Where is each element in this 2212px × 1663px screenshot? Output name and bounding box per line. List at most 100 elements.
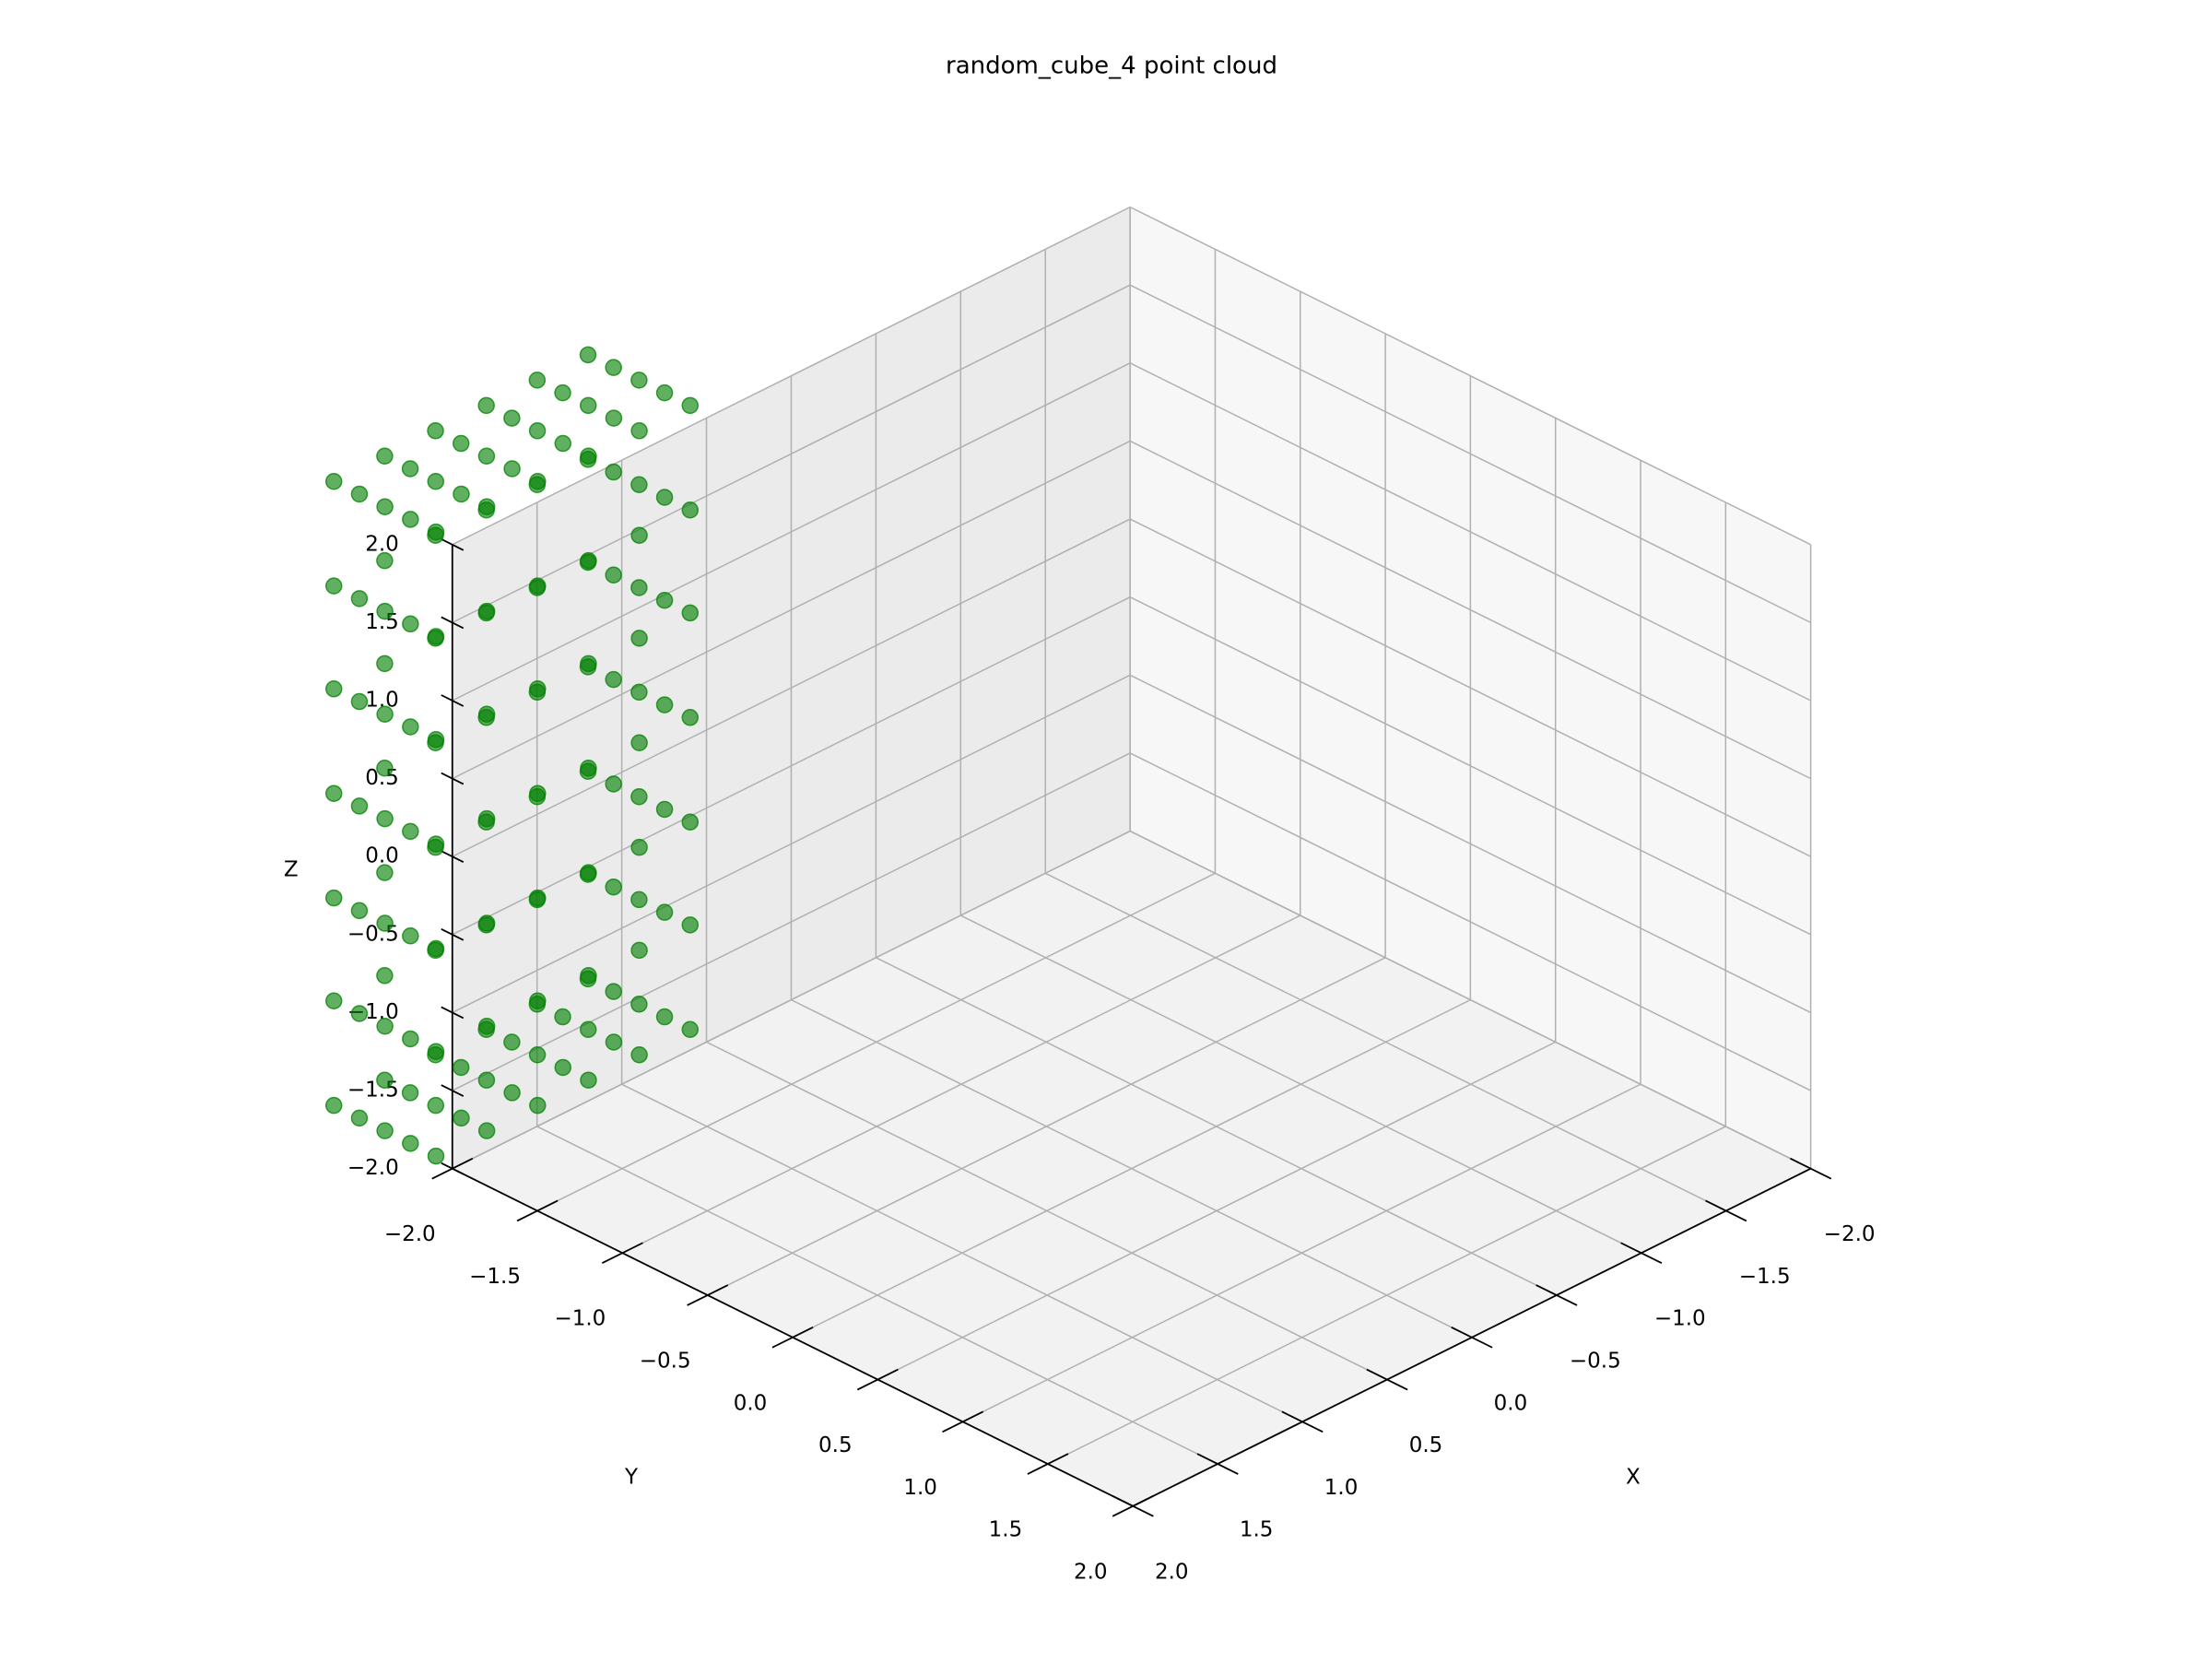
point: [477, 809, 496, 828]
grid-line: [1129, 830, 1811, 1170]
point: [579, 1020, 597, 1039]
grid-line: [536, 872, 1216, 1212]
point: [350, 902, 369, 920]
point: [453, 485, 470, 503]
x-axis-label: X: [1626, 1465, 1641, 1489]
point: [605, 670, 622, 689]
point: [376, 864, 394, 881]
grid-line: [452, 596, 1131, 936]
grid-line: [1129, 752, 1811, 1091]
point: [503, 1084, 521, 1102]
x-tick-label: −1.0: [1654, 1307, 1706, 1331]
x-tick: [1196, 1453, 1239, 1475]
point: [655, 591, 674, 609]
y-tick-label: 0.0: [734, 1391, 768, 1415]
point: [630, 422, 648, 440]
grid-line: [452, 752, 1131, 1091]
x-tick: [1281, 1410, 1324, 1433]
point: [529, 992, 547, 1010]
y-tick: [856, 1368, 899, 1391]
y-axis-label: Y: [624, 1465, 639, 1489]
point: [580, 655, 597, 673]
point: [681, 1020, 700, 1039]
point: [579, 346, 597, 364]
point: [605, 566, 622, 584]
z-tick: [441, 616, 465, 630]
point: [655, 696, 674, 714]
point: [580, 759, 597, 777]
point: [477, 396, 495, 415]
point: [554, 383, 571, 402]
point: [376, 498, 394, 515]
grid-line: [707, 957, 1386, 1296]
point: [477, 1017, 496, 1035]
y-tick-label: 1.5: [989, 1518, 1023, 1542]
point: [477, 602, 496, 620]
point: [402, 718, 419, 736]
point: [503, 1033, 521, 1051]
grid-line: [452, 440, 1131, 780]
point: [477, 1122, 496, 1139]
point: [580, 551, 597, 570]
point: [529, 784, 547, 802]
point: [401, 1084, 419, 1102]
point: [324, 577, 343, 595]
point: [402, 927, 419, 945]
point: [453, 1109, 470, 1127]
point: [630, 526, 648, 544]
point: [630, 1045, 648, 1064]
point: [376, 1122, 394, 1139]
point: [376, 759, 394, 777]
point: [477, 1071, 496, 1089]
point: [350, 1109, 369, 1127]
z-tick: [441, 1006, 465, 1020]
point: [554, 1058, 572, 1077]
point: [427, 523, 445, 541]
y-tick-label: 2.0: [1074, 1560, 1108, 1584]
point: [655, 1008, 674, 1026]
grid-line: [452, 674, 1131, 1014]
point: [529, 680, 547, 698]
point: [580, 1071, 597, 1089]
point: [324, 1096, 343, 1115]
z-tick-label: 2.0: [365, 532, 399, 556]
point: [655, 800, 674, 819]
z-tick: [441, 850, 465, 864]
grid-line: [452, 830, 1131, 1170]
point: [630, 683, 648, 702]
z-tick: [441, 694, 465, 707]
point: [579, 396, 597, 415]
point: [630, 630, 648, 647]
grid-line: [1129, 518, 1811, 857]
z-tick: [441, 928, 465, 941]
point: [605, 359, 622, 376]
point: [630, 941, 648, 960]
x-tick: [1790, 1157, 1832, 1180]
grid-line: [452, 518, 1131, 857]
y-tick: [687, 1284, 729, 1306]
grid-line: [792, 998, 1471, 1339]
point: [681, 709, 700, 726]
point: [324, 680, 343, 698]
point: [630, 996, 648, 1013]
point: [376, 914, 394, 932]
point: [402, 1030, 419, 1048]
y-tick: [771, 1326, 814, 1349]
z-tick-label: 0.0: [365, 844, 399, 868]
point: [427, 1043, 445, 1060]
grid-line: [452, 206, 1131, 546]
grid-line: [1129, 284, 1811, 624]
point: [655, 383, 674, 402]
point: [427, 939, 445, 958]
point: [605, 463, 622, 481]
grid-line: [622, 914, 1301, 1254]
z-tick: [441, 1162, 465, 1175]
point: [324, 472, 343, 490]
grid-line: [1047, 1126, 1726, 1465]
x-tick-label: 0.5: [1409, 1433, 1443, 1457]
grid-line: [1129, 674, 1811, 1014]
point: [402, 615, 419, 633]
point: [427, 1096, 445, 1115]
point: [605, 878, 622, 896]
